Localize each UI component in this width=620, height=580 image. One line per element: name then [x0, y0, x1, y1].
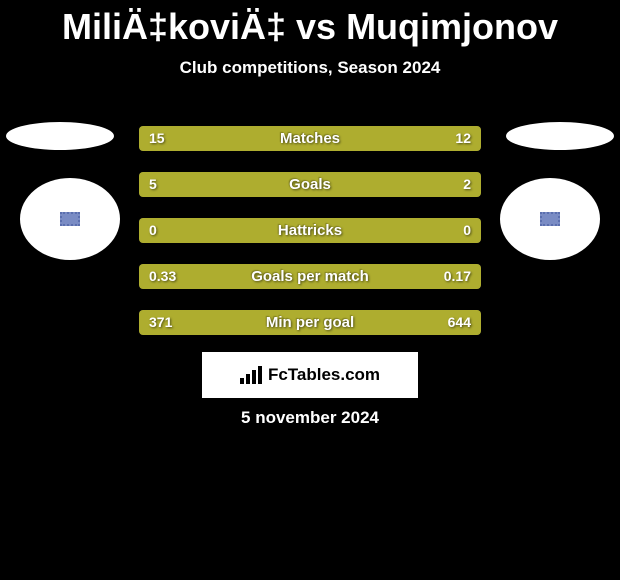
stat-bars: Matches1512 Goals52 Hattricks00 Goals per m…: [139, 126, 481, 356]
stat-bar-row: Matches1512: [139, 126, 481, 151]
placeholder-icon: [60, 212, 80, 226]
stat-bar-right-fill: [365, 264, 481, 289]
stat-bar-left-fill: [139, 264, 365, 289]
stat-bar-left-fill: [139, 126, 329, 151]
decor-ellipse-right: [506, 122, 614, 150]
stat-bar-right-fill: [264, 310, 481, 335]
stat-bar-left-fill: [139, 218, 310, 243]
date-text: 5 november 2024: [0, 408, 620, 428]
source-logo: FcTables.com: [202, 352, 418, 398]
stat-bar-left-fill: [139, 310, 264, 335]
decor-ellipse-left: [6, 122, 114, 150]
subtitle: Club competitions, Season 2024: [0, 58, 620, 78]
stat-bar-right-fill: [372, 172, 481, 197]
stat-bar-row: Goals52: [139, 172, 481, 197]
stat-bar-right-fill: [310, 218, 481, 243]
stat-bar-row: Hattricks00: [139, 218, 481, 243]
placeholder-icon: [540, 212, 560, 226]
stat-bar-row: Min per goal371644: [139, 310, 481, 335]
player-badge-left: [20, 178, 120, 260]
stat-bar-row: Goals per match0.330.17: [139, 264, 481, 289]
source-logo-text: FcTables.com: [268, 365, 380, 385]
page-title: MiliÄ‡koviÄ‡ vs Muqimjonov: [0, 0, 620, 48]
player-badge-right: [500, 178, 600, 260]
stat-bar-left-fill: [139, 172, 372, 197]
stat-bar-right-fill: [329, 126, 481, 151]
bar-chart-icon: [240, 366, 262, 384]
